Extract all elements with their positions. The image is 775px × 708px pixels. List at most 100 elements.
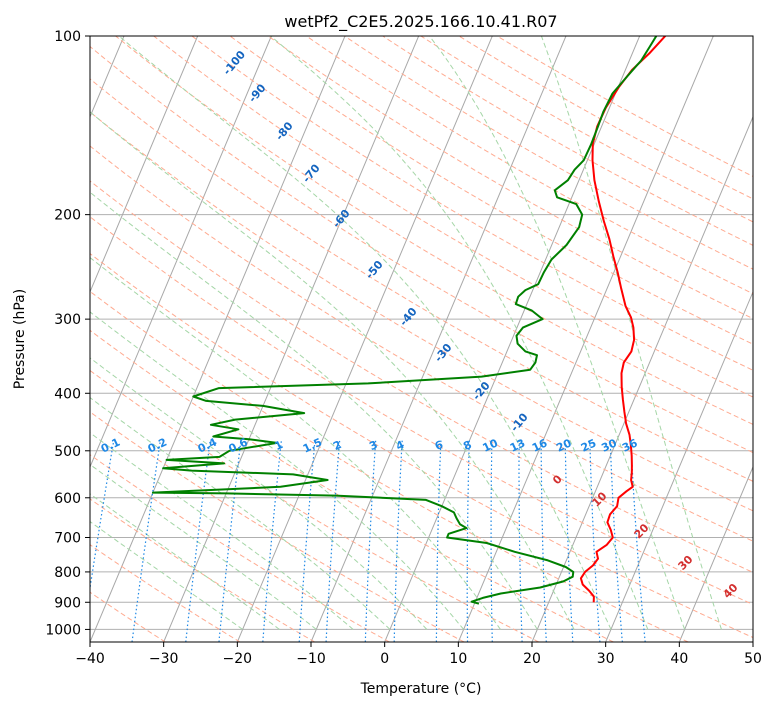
dry-adiabat-label: 20 (632, 521, 652, 541)
mixing-ratio-label: 20 (554, 436, 574, 454)
x-tick-label: 50 (744, 651, 762, 667)
dry-adiabat-line (153, 36, 753, 398)
mixing-ratio-line (325, 440, 341, 642)
y-tick-label: 500 (54, 444, 81, 460)
moist-adiabat-line (90, 493, 280, 630)
x-tick-label: 20 (523, 651, 541, 667)
moist-adiabat-line (90, 191, 538, 630)
x-tick-label: 0 (380, 651, 389, 667)
y-tick-label: 400 (54, 386, 81, 402)
moist-adiabat-line (90, 357, 428, 630)
moist-adiabat-line (90, 520, 243, 630)
moist-adiabat-label: -30 (432, 341, 455, 365)
chart-title: wetPf2_C2E5.2025.166.10.41.R07 (284, 12, 557, 32)
dry-adiabat-label: 30 (676, 553, 696, 573)
mixing-ratio-line (364, 440, 377, 642)
y-tick-label: 200 (54, 208, 81, 224)
moist-adiabat-line (118, 36, 612, 630)
dry-adiabat-line (90, 45, 753, 454)
mixing-ratio-label: 1.5 (301, 436, 324, 456)
dry-adiabat-line (90, 411, 465, 642)
mixing-ratio-line (540, 440, 547, 642)
dry-adiabat-line (458, 36, 753, 200)
moist-adiabat-label: -80 (273, 119, 296, 143)
mixing-ratio-line (185, 440, 211, 642)
dry-adiabat-label: 40 (721, 581, 741, 601)
moist-adiabat-label: -60 (330, 207, 353, 231)
dry-adiabat-line (382, 36, 753, 246)
mixing-ratio-line (466, 440, 470, 642)
moist-adiabat-line (90, 256, 501, 630)
mixing-ratio-line (490, 440, 493, 642)
y-tick-label: 300 (54, 312, 81, 328)
isotherm-line (531, 115, 753, 642)
moist-adiabat-line (90, 111, 575, 630)
mixing-ratio-line (630, 440, 646, 642)
mixing-ratio-label: 25 (579, 436, 598, 454)
dry-adiabat-line (90, 216, 753, 606)
y-tick-label: 1000 (45, 622, 81, 638)
y-axis-title: Pressure (hPa) (12, 289, 28, 389)
y-tick-label: 600 (54, 491, 81, 507)
mixing-ratio-label: 0.2 (146, 436, 169, 456)
dry-adiabat-line (90, 290, 689, 642)
isotherm-line (90, 36, 272, 469)
moist-adiabat-line (90, 463, 317, 630)
mixing-ratio-label: 13 (508, 437, 527, 455)
dry-adiabat-line (229, 36, 753, 345)
isotherm-line (310, 36, 567, 642)
dry-adiabat-line (90, 180, 753, 573)
isotherm-line (90, 36, 199, 294)
mixing-ratio-line (393, 440, 403, 642)
moist-adiabat-label: -90 (246, 81, 269, 105)
isotherm-line (384, 36, 641, 642)
moist-adiabat-line (270, 36, 649, 630)
x-tick-label: 30 (597, 651, 615, 667)
moist-adiabat-label: -100 (220, 48, 248, 78)
dewpoint-profile-line (151, 36, 658, 605)
isotherm-line (605, 290, 753, 642)
temperature-profile-line (579, 36, 667, 603)
mixing-ratio-line (518, 440, 523, 642)
isotherm-line (163, 36, 420, 642)
dry-adiabat-line (90, 591, 166, 642)
x-tick-label: 10 (449, 651, 467, 667)
x-tick-label: −40 (75, 651, 105, 667)
dry-adiabat-line (90, 111, 753, 512)
moist-adiabat-label: -50 (363, 258, 386, 282)
mixing-ratio-line (218, 440, 242, 642)
isotherm-line (90, 36, 346, 642)
mixing-ratio-line (298, 440, 316, 642)
isotherm-line (457, 36, 714, 642)
x-tick-label: 40 (670, 651, 688, 667)
mixing-ratio-line (131, 440, 161, 642)
moist-adiabat-label: -40 (397, 305, 420, 329)
y-tick-label: 800 (54, 565, 81, 581)
x-axis-title: Temperature (°C) (360, 681, 482, 697)
dry-adiabat-line (90, 329, 614, 642)
y-tick-label: 100 (54, 29, 81, 45)
dry-adiabat-line (90, 369, 540, 642)
mixing-ratio-line (564, 440, 574, 642)
isotherm-line (752, 640, 753, 642)
dry-adiabat-line (90, 145, 753, 542)
dry-adiabat-line (306, 36, 753, 295)
dry-adiabat-line (344, 36, 753, 270)
x-tick-label: −10 (296, 651, 326, 667)
plot-frame (89, 35, 754, 643)
moist-adiabat-line (90, 311, 464, 630)
moist-adiabat-label: -70 (300, 161, 323, 185)
mixing-ratio-line (589, 440, 601, 642)
x-tick-label: −30 (149, 651, 179, 667)
dry-adiabat-line (90, 454, 390, 642)
mixing-ratio-line (609, 440, 623, 642)
mixing-ratio-label: 36 (620, 436, 640, 454)
mixing-ratio-label: 30 (599, 436, 619, 454)
dry-adiabat-line (90, 544, 241, 642)
dry-adiabat-line (90, 498, 315, 642)
mixing-ratio-line (262, 440, 282, 642)
mixing-ratio-line (90, 440, 115, 592)
isotherm-line (678, 465, 753, 642)
x-tick-label: −20 (223, 651, 253, 667)
